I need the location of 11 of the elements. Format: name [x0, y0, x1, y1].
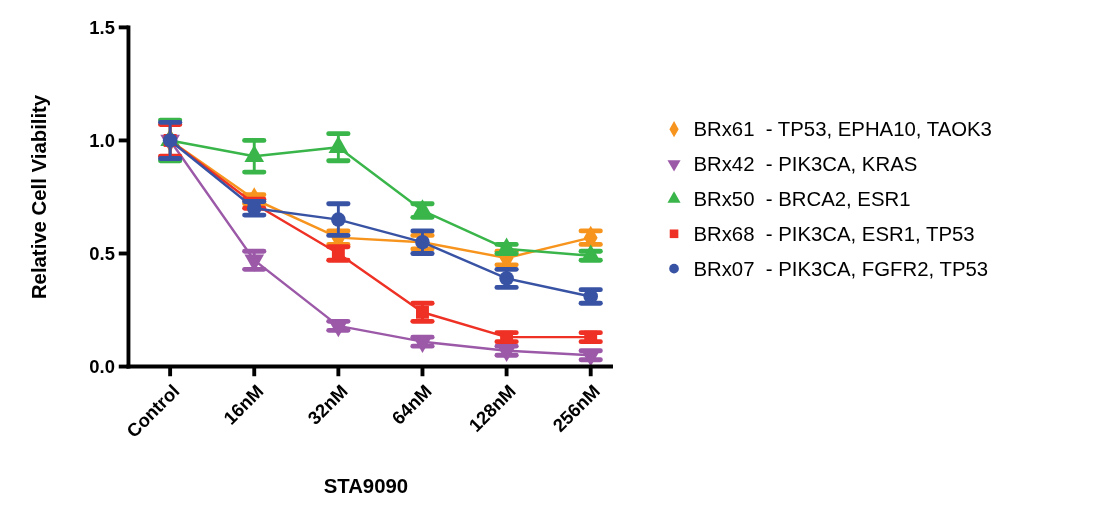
- y-tick-label: 0.5: [89, 242, 115, 264]
- y-tick-label: 1.5: [89, 16, 115, 38]
- y-axis-title: Relative Cell Viability: [28, 94, 51, 300]
- legend-label: BRx50 - BRCA2, ESR1: [693, 188, 911, 211]
- y-tick-label: 1.0: [89, 129, 115, 151]
- legend-label: BRx68 - PIK3CA, ESR1, TP53: [693, 222, 975, 245]
- x-axis-title: STA9090: [323, 474, 409, 497]
- legend-label: BRx42 - PIK3CA, KRAS: [693, 153, 918, 176]
- legend-label: BRx07 - PIK3CA, FGFR2, TP53: [693, 257, 989, 280]
- y-tick-label: 0.0: [89, 355, 115, 377]
- legend-label: BRx61 - TP53, EPHA10, TAOK3: [693, 118, 992, 141]
